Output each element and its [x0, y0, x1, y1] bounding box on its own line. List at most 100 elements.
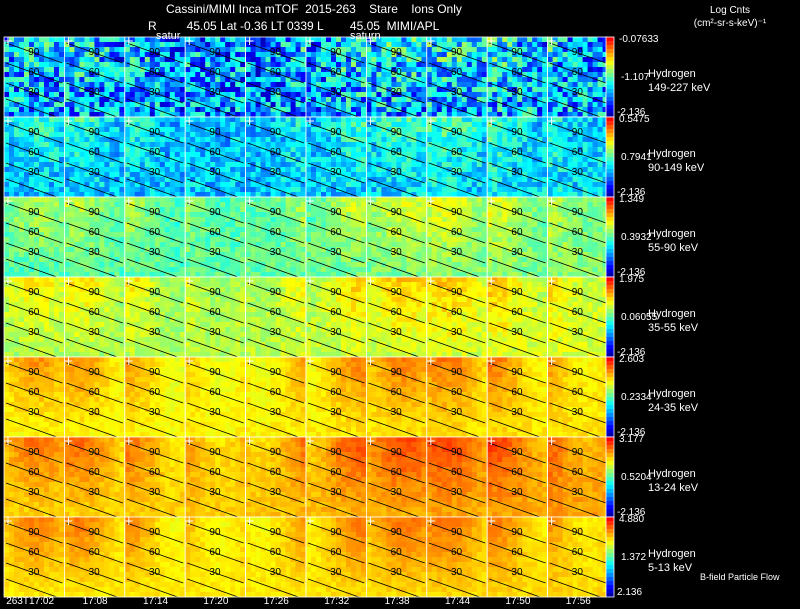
heatmap-cell	[169, 67, 176, 73]
heatmap-cell	[300, 207, 306, 213]
heatmap-cell	[426, 142, 433, 148]
heatmap-cell	[39, 87, 45, 93]
heatmap-cell	[401, 82, 407, 88]
heatmap-cell	[220, 42, 226, 48]
heatmap-cell	[64, 47, 70, 53]
heatmap-cell	[185, 82, 191, 88]
heatmap-cell	[69, 132, 75, 138]
heatmap-cell	[441, 57, 448, 63]
heatmap-cell	[179, 247, 186, 253]
heatmap-cell	[94, 42, 100, 48]
heatmap-cell	[14, 62, 20, 68]
colorbar-segment	[606, 105, 614, 110]
heatmap-cell	[542, 62, 548, 68]
heatmap-cell	[169, 202, 176, 208]
heatmap-cell	[119, 172, 125, 178]
heatmap-cell	[99, 37, 105, 43]
heatmap-cell	[29, 82, 35, 88]
heatmap-cell	[99, 82, 105, 88]
heatmap-cell	[190, 187, 196, 193]
heatmap-cell	[416, 172, 422, 178]
contour-arc	[549, 62, 607, 84]
colorbar-segment	[606, 117, 614, 122]
heatmap-cell	[567, 47, 573, 53]
heatmap-cell	[39, 172, 45, 178]
heatmap-cell	[139, 92, 146, 98]
heatmap-cell	[295, 222, 301, 228]
heatmap-cell	[74, 197, 80, 203]
heatmap-cell	[159, 82, 166, 88]
heatmap-cell	[185, 222, 191, 228]
heatmap-cell	[9, 37, 15, 43]
heatmap-cell	[195, 97, 201, 103]
heatmap-cell	[59, 122, 65, 128]
heatmap-cell	[179, 117, 186, 123]
heatmap-cell	[34, 152, 40, 158]
heatmap-cell	[481, 137, 488, 143]
contour-arc	[126, 42, 184, 64]
heatmap-cell	[154, 152, 161, 158]
heatmap-cell	[235, 212, 241, 218]
heatmap-cell	[441, 117, 448, 123]
heatmap-cell	[69, 197, 75, 203]
heatmap-cell	[260, 187, 266, 193]
heatmap-cell	[290, 177, 296, 183]
heatmap-cell	[416, 122, 422, 128]
heatmap-cell	[371, 132, 377, 138]
heatmap-cell	[487, 77, 493, 83]
heatmap-cell	[275, 127, 281, 133]
heatmap-cell	[9, 172, 15, 178]
heatmap-cell	[64, 232, 70, 238]
heatmap-cell	[481, 37, 488, 43]
heatmap-cell	[79, 272, 85, 278]
heatmap-cell	[356, 107, 362, 113]
heatmap-cell	[476, 87, 483, 93]
heatmap-cell	[456, 37, 463, 43]
heatmap-cell	[597, 57, 603, 63]
heatmap-cell	[411, 167, 417, 173]
heatmap-cell	[597, 162, 603, 168]
heatmap-cell	[245, 37, 251, 43]
heatmap-cell	[255, 177, 261, 183]
heatmap-cell	[547, 42, 553, 48]
heatmap-cell	[346, 137, 352, 143]
heatmap-cell	[592, 162, 598, 168]
heatmap-cell	[321, 152, 327, 158]
heatmap-cell	[416, 67, 422, 73]
heatmap-cell	[230, 107, 236, 113]
heatmap-cell	[436, 107, 443, 113]
heatmap-cell	[245, 212, 251, 218]
heatmap-cell	[416, 127, 422, 133]
heatmap-cell	[49, 152, 55, 158]
heatmap-cell	[144, 112, 151, 118]
heatmap-cell	[215, 182, 221, 188]
heatmap-cell	[195, 92, 201, 98]
heatmap-cell	[24, 77, 30, 83]
heatmap-cell	[174, 227, 181, 233]
heatmap-cell	[24, 102, 30, 108]
heatmap-cell	[471, 177, 478, 183]
colorbar-segment	[606, 161, 614, 166]
heatmap-cell	[497, 77, 503, 83]
heatmap-cell	[552, 52, 558, 58]
heatmap-cell	[311, 77, 317, 83]
heatmap-cell	[341, 137, 347, 143]
heatmap-cell	[476, 77, 483, 83]
heatmap-cell	[522, 177, 528, 183]
heatmap-cell	[295, 42, 301, 48]
heatmap-cell	[280, 117, 286, 123]
heatmap-cell	[34, 132, 40, 138]
heatmap-cell	[270, 157, 276, 163]
heatmap-cell	[406, 102, 412, 108]
heatmap-cell	[185, 227, 191, 233]
heatmap-cell	[79, 172, 85, 178]
heatmap-cell	[366, 52, 372, 58]
heatmap-cell	[366, 62, 372, 68]
heatmap-cell	[104, 197, 110, 203]
heatmap-cell	[406, 147, 412, 153]
heatmap-cell	[185, 272, 191, 278]
heatmap-cell	[577, 67, 583, 73]
heatmap-cell	[185, 112, 191, 118]
heatmap-cell	[174, 262, 181, 268]
heatmap-cell	[144, 122, 151, 128]
